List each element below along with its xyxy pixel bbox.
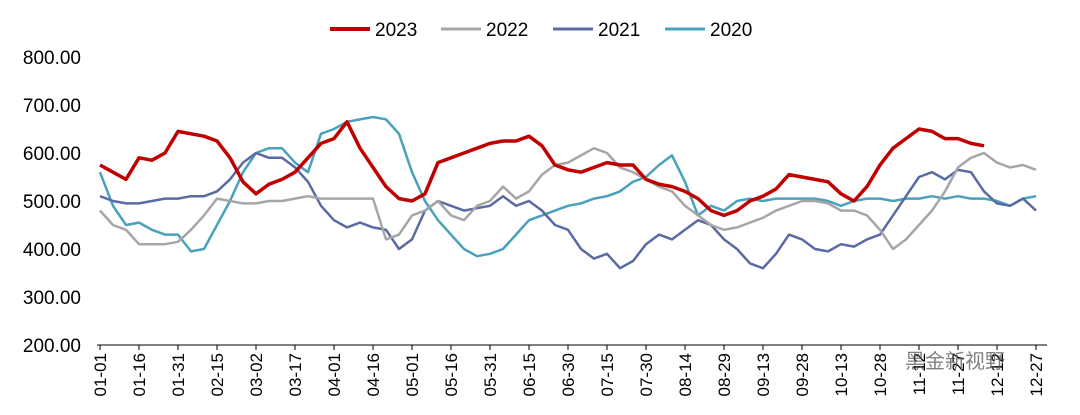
y-tick-label: 500.00 <box>23 192 81 213</box>
x-tick-label: 07-15 <box>598 353 617 396</box>
y-tick-label: 600.00 <box>23 144 81 165</box>
series-line <box>98 115 1037 258</box>
x-tick-label: 12-12 <box>988 353 1007 396</box>
legend-label: 2022 <box>486 20 528 41</box>
x-tick-label: 01-31 <box>169 353 188 396</box>
x-tick-label: 09-28 <box>793 353 812 396</box>
legend-item: 2022 <box>441 20 528 41</box>
x-tick-label: 07-30 <box>637 353 656 396</box>
y-tick-label: 300.00 <box>23 288 81 309</box>
legend-label: 2020 <box>710 20 752 41</box>
x-tick-label: 10-13 <box>832 353 851 396</box>
x-tick-label: 11-27 <box>949 353 968 395</box>
y-tick-label: 700.00 <box>23 96 81 117</box>
x-tick-label: 01-01 <box>91 353 110 396</box>
x-tick-label: 11-12 <box>910 353 929 395</box>
x-tick-label: 06-15 <box>520 353 539 396</box>
x-tick-label: 04-16 <box>364 353 383 396</box>
legend-item: 2023 <box>330 20 417 41</box>
x-tick-label: 05-01 <box>403 353 422 396</box>
x-tick-label: 03-02 <box>247 353 266 396</box>
series-line <box>99 120 985 218</box>
series-line <box>99 146 1037 251</box>
x-tick-label: 02-15 <box>208 353 227 396</box>
watermark: 黑金新视野 <box>905 350 1005 373</box>
x-tick-label: 10-28 <box>871 353 890 396</box>
x-tick-label: 04-01 <box>325 353 344 396</box>
legend-label: 2023 <box>375 20 417 41</box>
y-tick-label: 400.00 <box>23 240 81 261</box>
x-tick-label: 06-30 <box>559 353 578 396</box>
x-tick-label: 12-27 <box>1027 353 1046 396</box>
x-tick-label: 05-16 <box>442 353 461 396</box>
y-tick-label: 800.00 <box>23 48 81 69</box>
legend-item: 2020 <box>665 20 752 41</box>
plot-area: 200.00 300.00 400.00 500.00 600.00 700.00 800.… <box>23 20 1047 396</box>
x-tick-label: 09-13 <box>754 353 773 396</box>
x-tick-label: 05-31 <box>481 353 500 396</box>
y-tick-label: 200.00 <box>23 336 81 357</box>
x-tick-label: 03-17 <box>286 353 305 396</box>
x-tick-label: 08-14 <box>676 353 695 396</box>
legend-label: 2021 <box>598 20 640 41</box>
series-line <box>99 151 1037 270</box>
x-tick-label: 01-16 <box>130 353 149 396</box>
legend-item: 2021 <box>553 20 640 41</box>
x-tick-label: 08-29 <box>715 353 734 396</box>
